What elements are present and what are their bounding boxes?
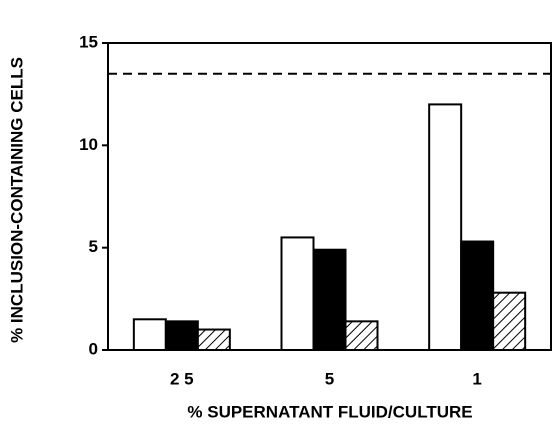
bar (312, 248, 347, 351)
bar (132, 318, 167, 351)
bar (280, 236, 315, 351)
x-tick-label: 5 (325, 369, 334, 388)
bar (460, 240, 495, 352)
bar (344, 320, 379, 352)
bar (428, 103, 463, 352)
y-tick-label: 10 (79, 135, 98, 154)
y-tick-label: 0 (89, 339, 98, 358)
y-tick-label: 5 (89, 237, 98, 256)
x-axis-label: % SUPERNATANT FLUID/CULTURE (187, 402, 472, 421)
bar (164, 320, 199, 352)
x-tick-label: 1 (472, 369, 481, 388)
bar (492, 291, 527, 351)
y-axis-label: % INCLUSION-CONTAINING CELLS (7, 57, 26, 343)
bar (196, 328, 231, 351)
y-tick-label: 15 (79, 32, 98, 51)
x-tick-label: 2 5 (170, 369, 194, 388)
